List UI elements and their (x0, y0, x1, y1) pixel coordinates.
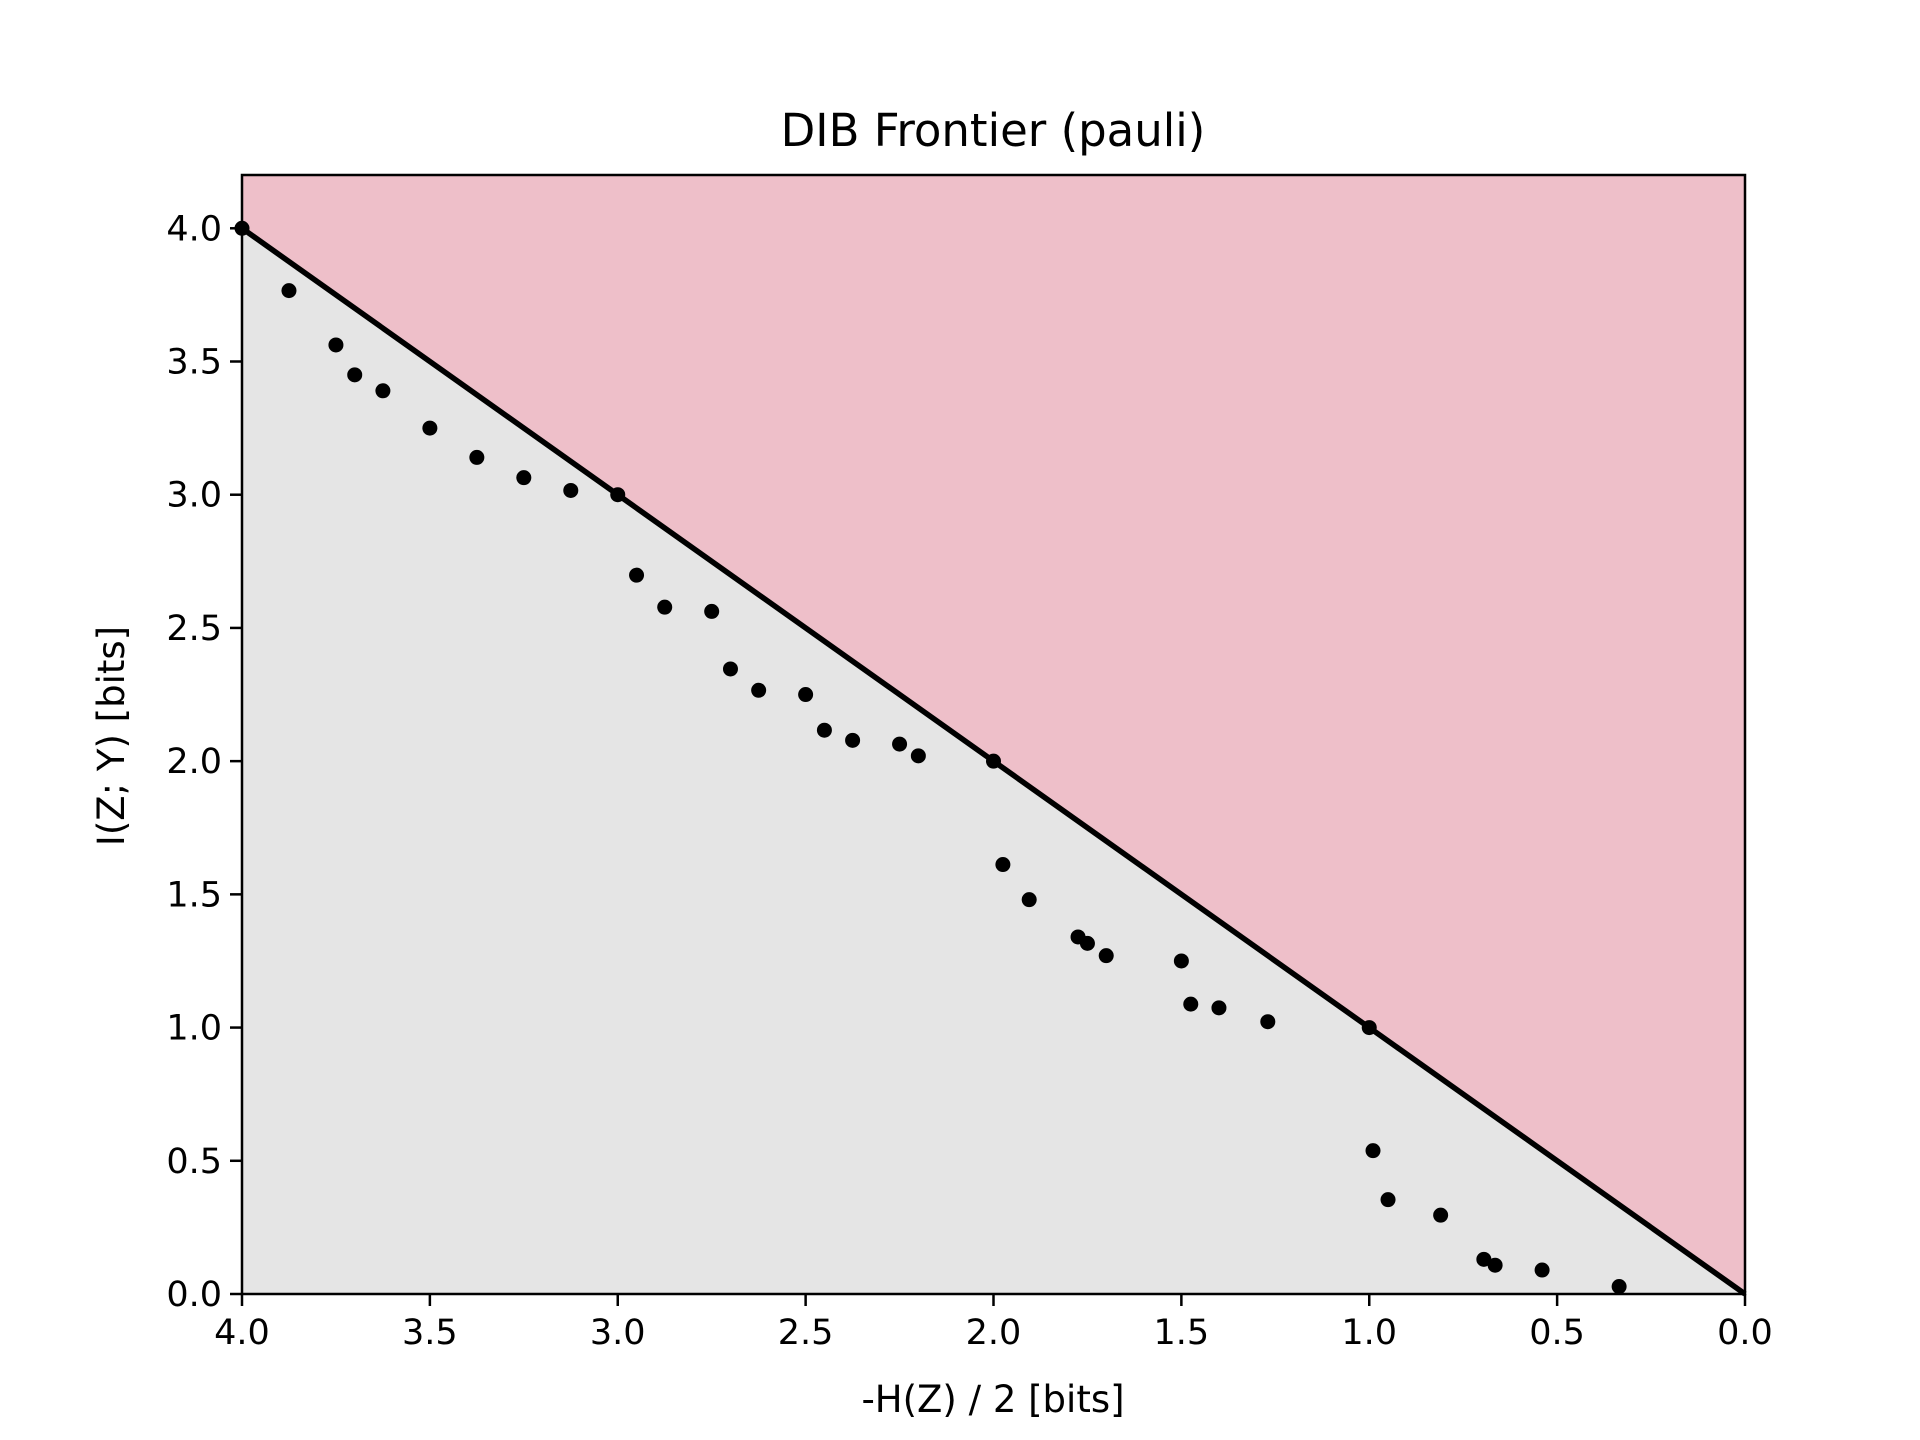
data-point (610, 487, 626, 503)
data-point (629, 567, 645, 583)
x-tick-label: 1.0 (1341, 1313, 1397, 1353)
data-point (1487, 1257, 1503, 1273)
x-tick-label: 3.0 (590, 1313, 646, 1353)
data-point (1173, 953, 1189, 969)
data-point (722, 661, 738, 677)
data-point (1079, 935, 1095, 951)
x-tick-label: 4.0 (214, 1313, 270, 1353)
region-below-frontier (242, 175, 1745, 1294)
y-tick-label: 0.5 (166, 1142, 222, 1182)
y-tick-label: 0.0 (166, 1275, 222, 1315)
data-point (986, 753, 1001, 769)
data-point (704, 603, 720, 619)
x-tick-label: 2.0 (966, 1313, 1022, 1353)
x-tick-label: 2.5 (778, 1313, 834, 1353)
data-point (328, 337, 344, 353)
x-tick-label: 3.5 (402, 1313, 458, 1353)
data-point (563, 482, 579, 498)
data-point (910, 748, 926, 764)
y-axis-label: I(Z; Y) [bits] (90, 626, 133, 846)
y-tick-label: 1.5 (166, 875, 222, 915)
data-point (845, 732, 861, 748)
y-tick-label: 2.5 (166, 609, 222, 649)
data-point (657, 599, 673, 615)
data-point (1183, 996, 1199, 1012)
data-point (1098, 948, 1114, 964)
data-point (1476, 1251, 1492, 1267)
x-tick-label: 0.0 (1717, 1313, 1773, 1353)
data-point (1365, 1143, 1381, 1159)
data-point (995, 857, 1011, 873)
data-point (751, 682, 767, 698)
x-tick-label: 1.5 (1154, 1313, 1210, 1353)
chart-title: DIB Frontier (pauli) (781, 104, 1206, 157)
y-axis-ticks: 0.0 0.5 1.0 1.5 2.0 2.5 3.0 3.5 4.0 (166, 209, 242, 1315)
y-tick-label: 1.0 (166, 1009, 222, 1049)
y-tick-label: 2.0 (166, 742, 222, 782)
x-axis-label: -H(Z) / 2 [bits] (861, 1378, 1124, 1421)
data-point (1433, 1207, 1449, 1223)
data-point (1534, 1262, 1550, 1278)
data-point (798, 687, 814, 703)
data-point (469, 449, 485, 465)
scatter-points (234, 220, 1627, 1295)
data-point (516, 470, 532, 486)
data-point (1361, 1020, 1377, 1036)
region-above-frontier (242, 175, 1745, 1294)
data-point (1611, 1279, 1627, 1295)
y-tick-label: 3.5 (166, 343, 222, 383)
y-tick-label: 3.0 (166, 476, 222, 516)
x-tick-label: 0.5 (1529, 1313, 1585, 1353)
data-point (1021, 892, 1037, 908)
y-tick-label: 4.0 (166, 209, 222, 249)
data-point (422, 420, 438, 436)
x-axis-ticks: 4.0 3.5 3.0 2.5 2.0 1.5 1.0 0.5 0.0 (214, 1294, 1773, 1353)
data-point (1260, 1014, 1276, 1030)
data-point (347, 367, 363, 383)
data-point (816, 722, 832, 738)
data-point (375, 383, 391, 399)
data-point (1211, 1000, 1227, 1016)
data-point (281, 283, 297, 299)
data-point (892, 736, 908, 752)
data-point (1380, 1192, 1396, 1208)
